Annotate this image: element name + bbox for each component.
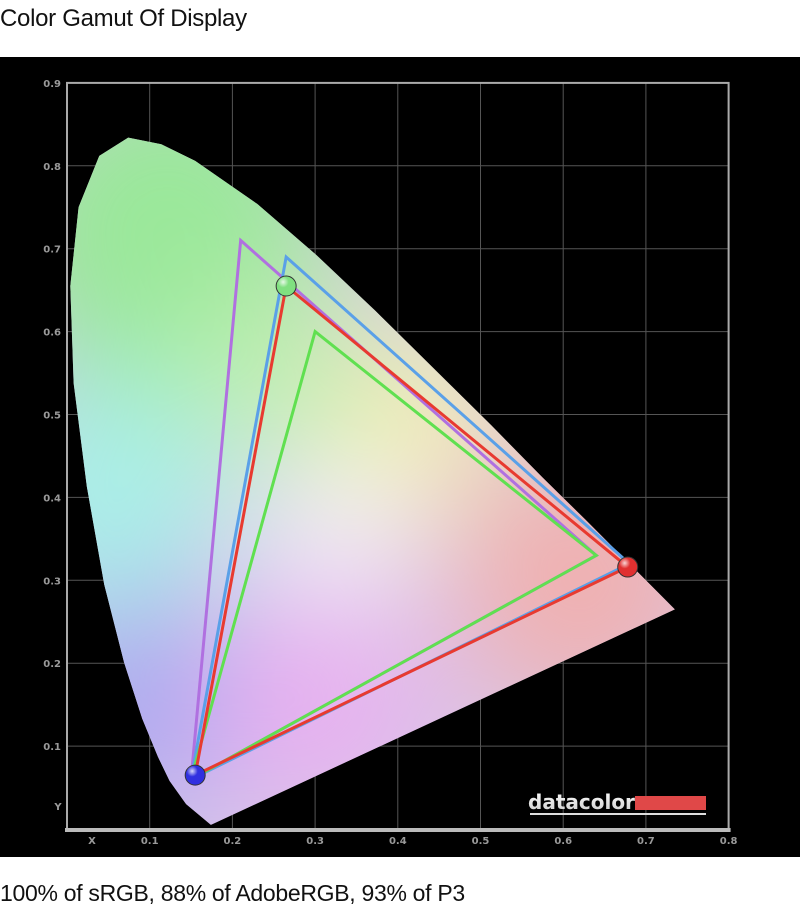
gamut-caption: 100% of sRGB, 88% of AdobeRGB, 93% of P3 bbox=[0, 880, 465, 906]
x-tick-label: 0.1 bbox=[141, 836, 159, 847]
y-tick-label: 0.2 bbox=[43, 659, 61, 670]
datacolor-logo: datacolor bbox=[528, 790, 706, 815]
primary-point-shine bbox=[185, 765, 206, 786]
cie-chart-svg: 0.1 0.2 0.3 0.4 0.5 0.6 0.7 0.8 0.1 0.2 0.3 0.4 0.5 0… bbox=[43, 79, 738, 847]
x-tick-label: 0.7 bbox=[637, 836, 655, 847]
y-tick-label: 0.7 bbox=[43, 245, 61, 256]
x-tick-label: 0.6 bbox=[554, 836, 572, 847]
y-axis-label: Y bbox=[53, 802, 62, 813]
gamut-triangle bbox=[193, 283, 631, 778]
logo-bar bbox=[635, 796, 706, 810]
cie-chart: 0.1 0.2 0.3 0.4 0.5 0.6 0.7 0.8 0.1 0.2 0.3 0.4 0.5 0… bbox=[0, 57, 800, 857]
y-tick-label: 0.1 bbox=[43, 742, 61, 753]
x-axis-label: X bbox=[88, 836, 96, 847]
primary-point-shine bbox=[276, 276, 297, 297]
y-tick-label: 0.5 bbox=[43, 411, 61, 422]
y-tick-label: 0.9 bbox=[43, 79, 61, 90]
y-tick-label: 0.3 bbox=[43, 576, 61, 587]
logo-text: datacolor bbox=[528, 790, 635, 814]
x-tick-label: 0.5 bbox=[472, 836, 490, 847]
spectral-locus-fill bbox=[70, 137, 675, 825]
x-tick-label: 0.2 bbox=[224, 836, 242, 847]
y-tick-label: 0.8 bbox=[43, 162, 61, 173]
logo-underline bbox=[530, 813, 706, 815]
gamut-triangle bbox=[188, 329, 599, 783]
primary-point-shine bbox=[617, 557, 638, 578]
y-tick-label: 0.6 bbox=[43, 328, 61, 339]
color-blob bbox=[70, 377, 229, 618]
color-blob bbox=[183, 283, 364, 464]
page-title: Color Gamut Of Display bbox=[0, 5, 247, 32]
x-tick-label: 0.8 bbox=[720, 836, 738, 847]
color-blob bbox=[279, 470, 400, 591]
x-tick-label: 0.4 bbox=[389, 836, 407, 847]
x-tick-label: 0.3 bbox=[306, 836, 324, 847]
y-tick-label: 0.4 bbox=[43, 493, 61, 504]
